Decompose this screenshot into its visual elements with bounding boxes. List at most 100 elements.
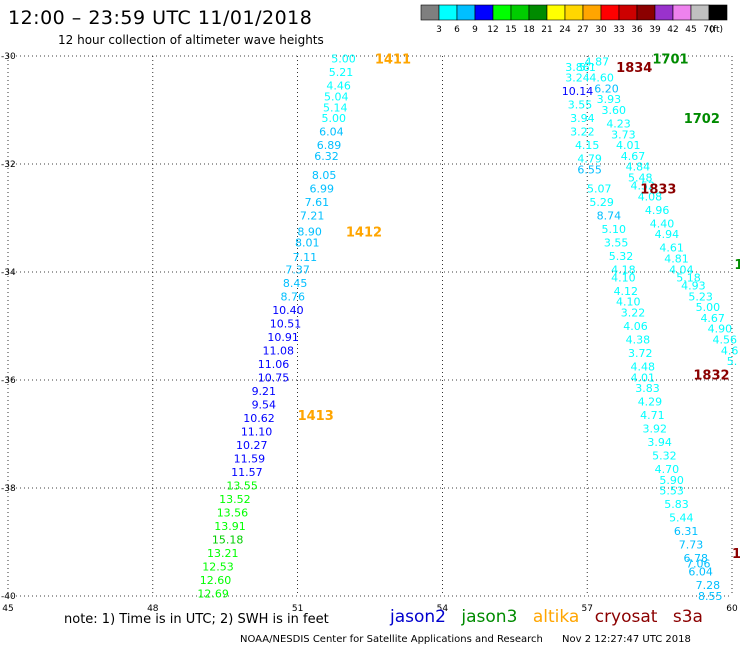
swh-value-label: 8.05 — [312, 169, 337, 182]
pass-number-label: 1702 — [684, 112, 720, 127]
swh-value-label: 6.31 — [674, 525, 699, 538]
swh-value-label: 4.23 — [606, 118, 631, 131]
pass-number-label: 1 — [732, 547, 740, 562]
swh-value-label: 13.56 — [217, 506, 249, 519]
swh-value-label: 8.76 — [281, 290, 306, 303]
swh-value-label: 4.10 — [611, 271, 636, 284]
swh-value-label: 7.21 — [300, 209, 325, 222]
colorbar-swatch — [420, 4, 440, 21]
swh-value-label: 10.75 — [258, 371, 290, 384]
lon-tick-label: 60 — [726, 604, 738, 614]
swh-value-label: 3.83 — [635, 382, 660, 395]
swh-value-label: 3.60 — [601, 104, 626, 117]
legend-jason3: jason3 — [461, 607, 518, 627]
swh-value-label: 9.21 — [252, 385, 277, 398]
footer-credit: NOAA/NESDIS Center for Satellite Applica… — [240, 634, 691, 645]
colorbar-swatch — [564, 4, 584, 21]
swh-value-label: 4.06 — [623, 320, 648, 333]
swh-value-label: 13.91 — [214, 520, 246, 533]
swh-value-label: 13.52 — [219, 493, 251, 506]
swh-value-label: 4.38 — [626, 334, 651, 347]
swh-value-label: 4.6 — [721, 344, 739, 357]
colorbar-swatch — [510, 4, 530, 21]
swh-value-label: 7.28 — [696, 579, 721, 592]
swh-value-label: 10.62 — [243, 412, 275, 425]
colorbar-tick-label: 6 — [454, 25, 460, 34]
swh-value-label: 4.96 — [645, 204, 670, 217]
swh-value-label: 5.48 — [628, 172, 653, 185]
swh-value-label: 7.37 — [285, 263, 310, 276]
swh-value-label: 6.55 — [577, 163, 602, 176]
swh-value-label: 13.21 — [207, 547, 239, 560]
colorbar-swatch — [690, 4, 710, 21]
swh-value-label: 10.51 — [270, 317, 302, 330]
swh-value-label: 6.20 — [594, 82, 619, 95]
swh-value-label: 12.69 — [197, 587, 229, 600]
lat-tick-label: -40 — [1, 592, 16, 602]
swh-value-label: 8.45 — [283, 277, 308, 290]
pass-number-label: 1412 — [346, 226, 382, 241]
pass-number-label: 1411 — [375, 53, 411, 68]
colorbar-tick-label: 12 — [487, 25, 498, 34]
swh-value-label: 3.72 — [628, 347, 653, 360]
colorbar-swatch — [528, 4, 548, 21]
lat-tick-label: -34 — [1, 268, 16, 278]
colorbar-tick-label: 18 — [523, 25, 535, 34]
swh-value-label: 3.73 — [611, 128, 636, 141]
colorbar-tick-label: 70 — [703, 25, 715, 34]
swh-value-label: 5. — [727, 355, 738, 368]
swh-value-label: 6.32 — [314, 150, 339, 163]
swh-value-label: 7.61 — [305, 196, 330, 209]
colorbar-tick-label: 36 — [631, 25, 643, 34]
note-text: note: 1) Time is in UTC; 2) SWH is in fe… — [64, 612, 329, 627]
swh-value-label: 4.48 — [630, 361, 655, 374]
swh-value-label: 5.00 — [696, 301, 721, 314]
swh-value-label: 5.29 — [589, 196, 614, 209]
swh-value-label: 4.84 — [626, 161, 651, 174]
legend-jason2: jason2 — [390, 607, 446, 627]
colorbar-tick-label: 9 — [472, 25, 478, 34]
colorbar-swatch — [654, 4, 674, 21]
swh-value-label: 6.04 — [319, 126, 344, 139]
lat-tick-label: -32 — [1, 160, 16, 170]
swh-value-label: 7.11 — [293, 251, 318, 264]
swh-value-label: 8.55 — [698, 590, 723, 603]
swh-value-label: 5.07 — [587, 182, 612, 195]
swh-value-label: 11.59 — [234, 452, 266, 465]
legend-cryosat: cryosat — [594, 607, 658, 627]
timestamp-text: Nov 2 12:27:47 UTC 2018 — [562, 634, 691, 645]
swh-value-label: 11.06 — [258, 358, 290, 371]
lon-tick-label: 45 — [2, 604, 13, 614]
swh-value-label: 4.61 — [659, 242, 684, 255]
swh-value-label: 7.06 — [686, 558, 711, 571]
swh-value-label: 5.32 — [609, 250, 634, 263]
pass-number-label: 1833 — [640, 182, 676, 197]
swh-value-label: 3.92 — [643, 423, 668, 436]
colorbar-swatch — [708, 4, 728, 21]
swh-value-label: 4.71 — [640, 409, 665, 422]
swh-value-label: 3.55 — [604, 236, 629, 249]
swh-value-label: 3.24 — [565, 72, 590, 85]
colorbar-tick-label: 21 — [541, 25, 552, 34]
swh-value-label: 4.18 — [611, 263, 636, 276]
legend-altika: altika — [532, 607, 580, 627]
swh-value-label: 5.00 — [322, 112, 347, 125]
wave-height-colorbar: 3 6 9 12 15 18 21 24 27 30 33 36 39 42 45 70(ft) — [420, 4, 728, 34]
swh-value-label: 6.99 — [309, 182, 334, 195]
swh-value-label: 4.15 — [575, 139, 600, 152]
swh-value-label: 5.32 — [652, 450, 677, 463]
swh-value-label: 4.81 — [664, 253, 689, 266]
swh-value-label: 3.93 — [597, 93, 622, 106]
swh-value-label: 8.74 — [597, 209, 622, 222]
swh-value-label: 5.23 — [688, 290, 713, 303]
colorbar-swatch — [456, 4, 476, 21]
colorbar-unit-label: (ft) — [709, 25, 723, 34]
swh-value-label: 5.00 — [331, 53, 356, 66]
colorbar-swatch — [474, 4, 494, 21]
swh-value-label: 4.79 — [577, 153, 602, 166]
swh-value-label: 4.60 — [589, 72, 614, 85]
swh-value-label: 12.53 — [202, 560, 234, 573]
swh-value-label: 10.91 — [267, 331, 299, 344]
lat-tick-label: -30 — [1, 52, 16, 62]
swh-value-label: 4.90 — [708, 323, 733, 336]
